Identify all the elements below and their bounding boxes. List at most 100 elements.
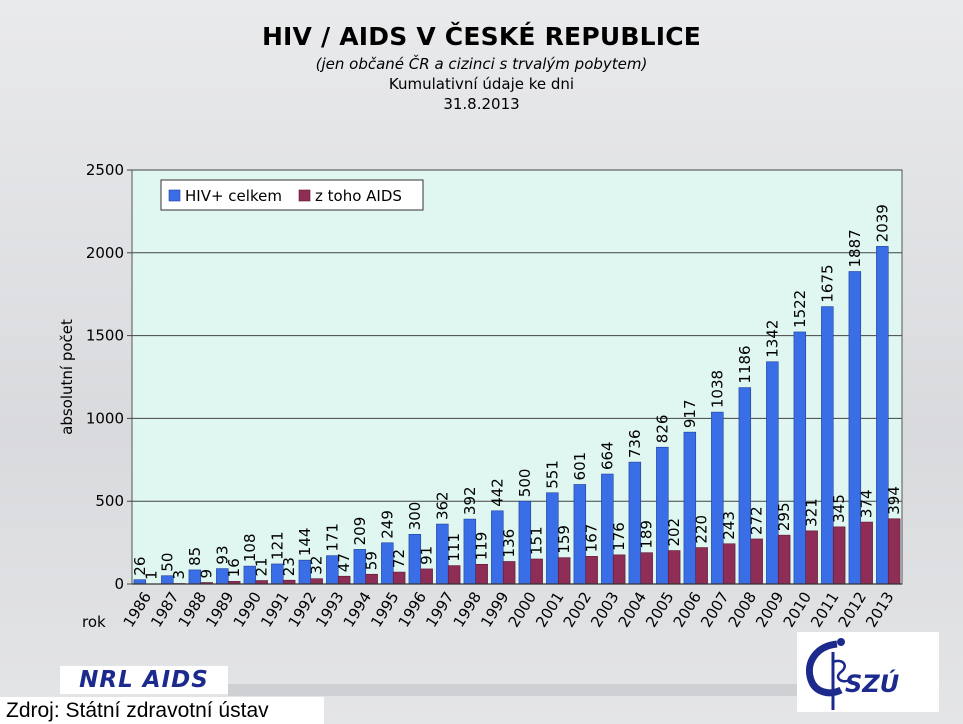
cumulative-note: Kumulativní údaje ke dni [388, 75, 575, 93]
y-tick-label: 1500 [86, 327, 124, 345]
x-tick-label: 2008 [725, 589, 761, 631]
bar-aids [475, 563, 488, 585]
x-tick-label: 1991 [257, 589, 293, 631]
data-label-hiv: 1887 [846, 229, 864, 267]
data-label-aids: 111 [445, 533, 463, 562]
data-label-aids: 243 [720, 511, 738, 540]
x-tick-label: 1996 [395, 589, 431, 631]
data-label-hiv: 300 [406, 502, 424, 531]
data-label-hiv: 1522 [791, 290, 809, 328]
x-tick-label: 1993 [312, 589, 348, 631]
data-label-hiv: 50 [158, 553, 176, 572]
bar-aids [557, 557, 571, 585]
data-label-aids: 167 [583, 524, 601, 553]
data-label-hiv: 1186 [736, 345, 754, 383]
x-tick-label: 2007 [697, 589, 733, 631]
data-label-hiv: 551 [543, 460, 561, 489]
bar-aids [447, 565, 461, 585]
x-tick-label: 2012 [835, 589, 871, 631]
y-tick-label: 500 [95, 492, 124, 510]
data-label-aids: 176 [610, 522, 628, 551]
data-label-aids: 1 [143, 570, 161, 580]
bar-aids [612, 554, 626, 585]
x-tick-label: 1992 [285, 589, 321, 631]
x-tick-label: 2003 [587, 589, 623, 631]
page-subtitle: (jen občané ČR a cizinci s trvalým pobyt… [315, 55, 648, 73]
data-label-aids: 3 [170, 570, 188, 580]
data-label-aids: 394 [885, 486, 903, 515]
bar-aids [722, 543, 736, 585]
x-tick-label: 1990 [230, 589, 266, 631]
data-label-aids: 136 [500, 529, 518, 558]
source-note: Zdroj: Státní zdravotní ústav [0, 697, 324, 724]
data-label-hiv: 500 [516, 469, 534, 498]
data-label-hiv: 85 [186, 547, 204, 566]
bar-aids [420, 568, 433, 585]
data-label-aids: 91 [418, 546, 436, 565]
x-tick-label: 2001 [532, 589, 568, 631]
x-tick-label: 1999 [477, 589, 513, 631]
x-tick-label: 2013 [862, 589, 898, 631]
bar-aids [832, 526, 846, 585]
page-title: HIV / AIDS V ČESKÉ REPUBLICE [261, 22, 702, 51]
data-label-hiv: 121 [268, 531, 286, 560]
x-tick-label: 1995 [367, 589, 403, 631]
data-label-aids: 220 [693, 515, 711, 544]
data-label-hiv: 144 [296, 528, 314, 557]
bar-hiv [683, 431, 697, 585]
data-label-hiv: 108 [241, 533, 259, 562]
bar-hiv [793, 331, 807, 585]
data-label-aids: 72 [390, 549, 408, 568]
data-label-aids: 151 [528, 526, 546, 555]
data-label-aids: 345 [830, 494, 848, 523]
data-label-hiv: 664 [598, 441, 616, 470]
x-axis-label: rok [82, 613, 106, 631]
bar-hiv [766, 361, 779, 585]
data-label-hiv: 736 [626, 429, 644, 458]
bar-aids [667, 550, 681, 585]
data-label-hiv: 93 [213, 546, 231, 565]
bar-aids [392, 571, 406, 585]
x-tick-label: 1989 [202, 589, 238, 631]
data-label-hiv: 442 [488, 478, 506, 507]
data-label-aids: 119 [473, 532, 491, 561]
date-label: 31.8.2013 [443, 95, 520, 113]
data-label-hiv: 249 [378, 510, 396, 539]
data-label-aids: 21 [253, 557, 271, 576]
bar-hiv [656, 446, 669, 585]
nrl-aids-logo: NRL AIDS [60, 666, 228, 694]
x-tick-label: 1997 [422, 589, 458, 631]
legend-label-hiv: HIV+ celkem [185, 187, 282, 205]
bar-aids [777, 534, 791, 585]
data-label-aids: 189 [638, 520, 656, 549]
legend-swatch-aids [298, 189, 311, 202]
data-label-hiv: 26 [131, 557, 149, 576]
bar-hiv [738, 387, 752, 585]
x-tick-label: 2000 [505, 589, 541, 631]
y-axis-label: absolutní počet [58, 319, 76, 435]
data-label-aids: 16 [225, 558, 243, 577]
legend-swatch-hiv [168, 189, 181, 202]
footer-strip [228, 684, 797, 696]
x-tick-label: 2009 [752, 589, 788, 631]
data-label-hiv: 209 [351, 517, 369, 546]
title-block: HIV / AIDS V ČESKÉ REPUBLICE (jen občané… [0, 22, 963, 113]
y-tick-label: 1000 [86, 409, 124, 427]
bar-hiv [848, 271, 862, 585]
x-tick-label: 2004 [615, 589, 651, 631]
x-tick-label: 1987 [147, 589, 183, 631]
data-label-aids: 374 [858, 489, 876, 518]
bar-aids [887, 518, 901, 585]
bar-hiv [711, 411, 724, 585]
data-label-aids: 9 [198, 569, 216, 579]
szu-logo-text: SZÚ [845, 668, 899, 698]
bar-aids [805, 530, 818, 585]
y-tick-label: 0 [114, 575, 124, 593]
legend-box [160, 179, 424, 211]
legend-label-aids: z toho AIDS [315, 187, 402, 205]
bar-aids [530, 558, 543, 585]
data-label-aids: 159 [555, 525, 573, 554]
y-tick-label: 2500 [86, 161, 124, 179]
x-tick-label: 1986 [120, 589, 156, 631]
